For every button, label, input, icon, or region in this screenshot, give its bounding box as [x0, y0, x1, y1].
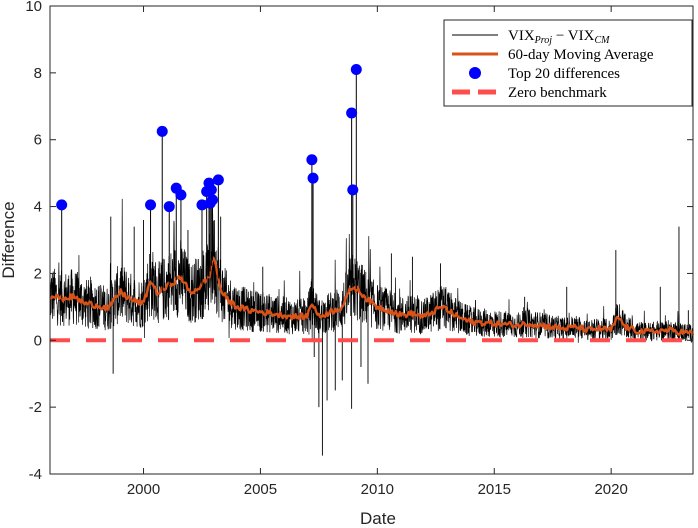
y-tick-label: 6 [34, 132, 42, 149]
y-tick-label: 8 [34, 65, 42, 82]
y-tick-label: 10 [25, 0, 42, 15]
top20-point [207, 194, 219, 206]
top20-point [145, 199, 157, 211]
moving-average-line [49, 256, 695, 336]
top20-point [163, 201, 175, 213]
top20-point [156, 125, 168, 137]
legend-label-raw: VIXProj − VIXCM [508, 28, 610, 46]
moving-average-series [49, 256, 695, 336]
top20-point [56, 199, 68, 211]
x-axis-label: Date [360, 509, 396, 528]
top20-point [347, 184, 359, 196]
y-tick-label: 4 [34, 199, 42, 216]
legend: VIXProj − VIXCM 60-day Moving Average To… [443, 19, 693, 107]
top20-point [205, 184, 217, 196]
top20-points [56, 64, 362, 213]
top20-point [175, 189, 187, 201]
axes-box [49, 5, 694, 475]
top20-point [196, 199, 208, 211]
y-tick-label: 0 [34, 332, 42, 349]
legend-swatch-top20 [469, 67, 481, 79]
y-axis-label: Difference [0, 201, 18, 278]
x-tick-label: 2005 [244, 481, 277, 498]
top20-point [212, 174, 224, 186]
axes: -4 -2 0 2 4 6 8 10 2000 2005 2010 2015 2020 [25, 0, 694, 498]
x-tick-label: 2020 [594, 481, 627, 498]
top20-point [346, 107, 358, 119]
y-tick-label: -4 [29, 466, 42, 483]
x-tick-label: 2015 [478, 481, 511, 498]
legend-label-zero: Zero benchmark [508, 85, 607, 101]
top20-point [307, 172, 319, 184]
legend-label-top20: Top 20 differences [508, 66, 620, 82]
y-tick-label: -2 [29, 399, 42, 416]
x-tick-label: 2000 [127, 481, 160, 498]
y-tick-label: 2 [34, 265, 42, 282]
x-tick-label: 2010 [361, 481, 394, 498]
top20-point [306, 154, 318, 166]
legend-label-moving-average: 60-day Moving Average [508, 47, 654, 63]
top20-point [350, 64, 362, 76]
